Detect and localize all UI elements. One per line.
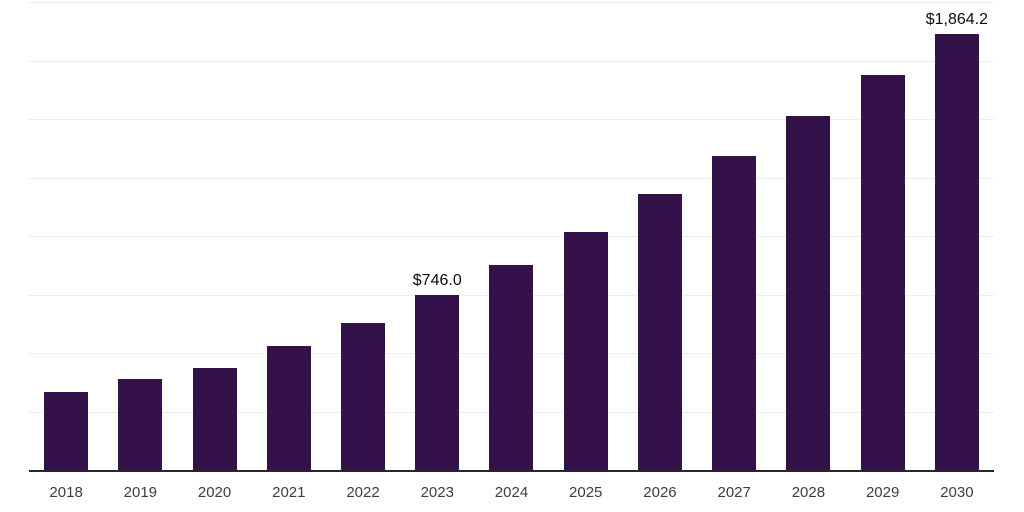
bar-band-2028 <box>771 2 845 470</box>
bar-2019 <box>118 378 163 470</box>
gridline-1750 <box>29 60 994 62</box>
bar-value-label-2030: $1,864.2 <box>925 10 989 28</box>
bar-value-label-2023: $746.0 <box>412 272 462 290</box>
bar-2026 <box>637 194 682 470</box>
x-tick-label-2018: 2018 <box>49 484 83 501</box>
x-tick-label-2025: 2025 <box>569 484 603 501</box>
gridline-1250 <box>29 177 994 179</box>
x-tick-label-2019: 2019 <box>123 484 158 501</box>
gridline-1000 <box>29 236 994 237</box>
x-tick-label-2023: 2023 <box>420 484 454 501</box>
bar-band-2019 <box>103 2 177 470</box>
x-axis-tick-labels: 2018 2019 2020 2021 2022 2023 2024 2025 2026 2027… <box>29 485 994 505</box>
bar-2024 <box>489 264 534 470</box>
bar-band-2029 <box>846 2 920 470</box>
bar-2020 <box>192 368 237 470</box>
bar-band-2026 <box>623 2 697 470</box>
bar-2023 <box>415 295 460 470</box>
bar-2028 <box>786 115 831 470</box>
bar-2018 <box>44 392 89 470</box>
x-tick-label-2027: 2027 <box>717 484 751 501</box>
x-axis-line <box>29 470 994 472</box>
bar-2030 <box>934 33 979 470</box>
bar-2022 <box>341 322 386 470</box>
bar-band-2022 <box>326 2 400 470</box>
x-tick-label-2029: 2029 <box>865 484 900 501</box>
x-tick-label-2028: 2028 <box>791 484 826 501</box>
bar-band-2030: $1,864.2 <box>920 2 994 470</box>
bar-band-2021 <box>252 2 326 470</box>
gridline-2000 <box>29 2 994 3</box>
gridline-1500 <box>29 119 994 120</box>
bar-band-2025 <box>549 2 623 470</box>
x-tick-label-2020: 2020 <box>197 484 232 501</box>
bar-band-2018 <box>29 2 103 470</box>
bar-band-2027 <box>697 2 771 470</box>
x-tick-label-2024: 2024 <box>494 484 529 501</box>
bar-2025 <box>563 231 608 470</box>
bar-2029 <box>860 75 905 470</box>
bar-band-2024 <box>474 2 548 470</box>
bar-2027 <box>712 156 757 470</box>
x-tick-label-2021: 2021 <box>272 484 306 501</box>
plot-area: $746.0 $1,864.2 <box>29 2 994 470</box>
bar-band-2020 <box>177 2 251 470</box>
x-tick-label-2022: 2022 <box>346 484 380 501</box>
bar-2021 <box>266 345 311 470</box>
bar-band-2023: $746.0 <box>400 2 474 470</box>
x-tick-label-2030: 2030 <box>940 484 974 501</box>
x-tick-label-2026: 2026 <box>643 484 677 501</box>
